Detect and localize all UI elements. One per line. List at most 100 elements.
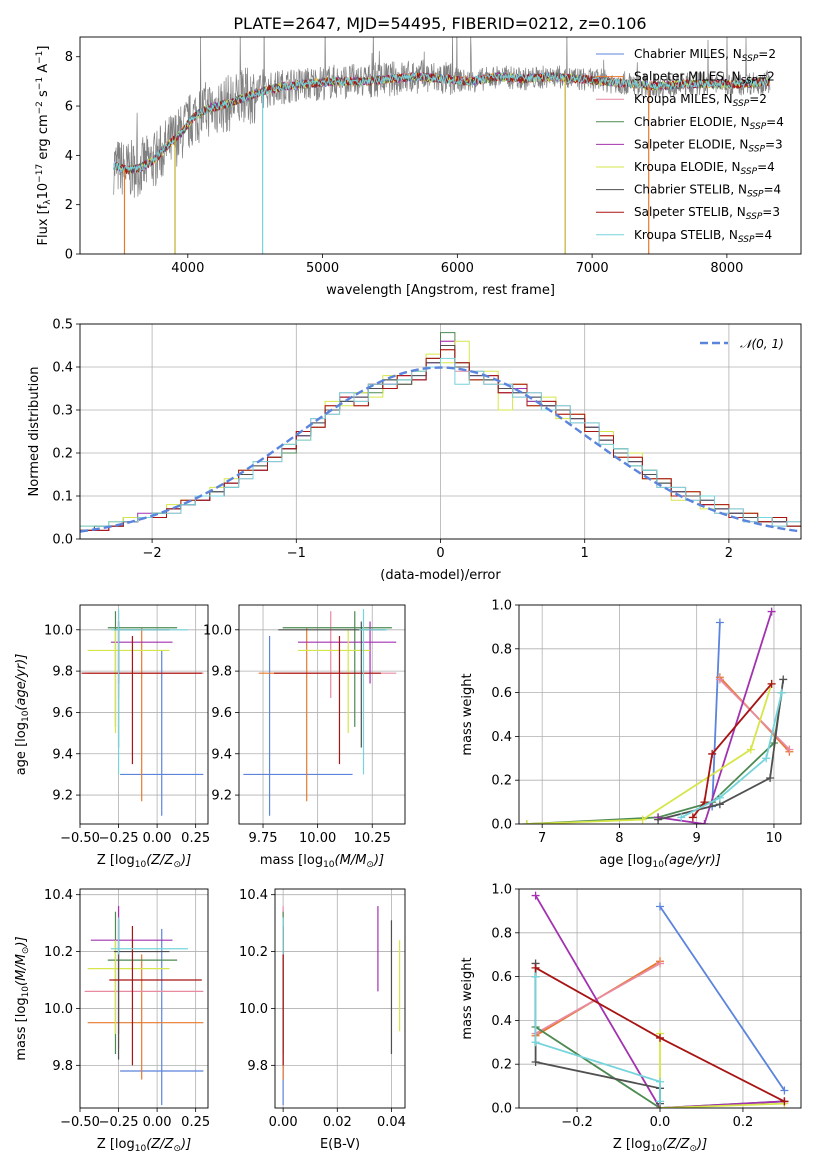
mass-weight-marker (656, 902, 664, 911)
x-axis-label-part: )] (373, 853, 384, 868)
mass-weight-line (680, 692, 783, 819)
legend-entry-tail: =4 (764, 183, 782, 197)
mass-vs-ebv-panel: 0.00 0.02 0.04 9.8 10.0 10.2 10.4 E(B-V) (239, 888, 406, 1152)
x-axis-label-part: 10 (135, 1144, 147, 1154)
y-axis-label: mass weight (460, 957, 475, 1039)
y-axis-label-part: )] (14, 936, 29, 947)
x-axis-label-part: )] (180, 853, 191, 868)
y-axis-label-part: A (36, 64, 51, 77)
x-axis-label-part: Z [log (97, 1137, 135, 1152)
mass-weight-marker (780, 1086, 789, 1095)
x-tick-label: −0.2 (561, 1115, 593, 1130)
x-axis-label-part: 10 (651, 1144, 663, 1154)
x-axis-label-part: age [log (599, 853, 652, 868)
x-tick-label: 7000 (576, 261, 609, 276)
axes-frame (79, 323, 802, 540)
y-tick-label: 9.6 (211, 706, 232, 721)
x-tick-label: −1 (287, 546, 306, 561)
legend-entry: Salpeter STELIB, NSSP=3 (634, 205, 780, 222)
x-tick-label: 10 (766, 831, 783, 846)
y-tick-label: 9.8 (52, 665, 73, 680)
mass-weight-line (535, 962, 661, 1035)
y-axis-label: age [log10(age/yr)] (14, 654, 31, 776)
y-tick-label: 10.0 (44, 1002, 73, 1017)
legend-entry-main: Kroupa MILES, N (634, 92, 733, 106)
x-tick-label: −2 (143, 546, 162, 561)
legend-entry: Salpeter MILES, NSSP=2 (634, 70, 775, 87)
legend-entry-tail: =3 (762, 205, 780, 219)
mass-weight-marker (531, 963, 540, 972)
mass-weight-marker (700, 820, 709, 824)
y-axis-label-part: −17 (35, 164, 45, 183)
mass-weight-line (719, 678, 791, 751)
mass-weight-marker (656, 1077, 664, 1086)
x-tick-label: 0.00 (269, 1115, 298, 1130)
x-tick-label: 0.04 (377, 1115, 406, 1130)
x-axis-label: mass [log10(M/M⊙)] (260, 853, 384, 870)
x-tick-label: 0.02 (323, 1115, 352, 1130)
x-axis-label-part: mass [log (260, 853, 323, 868)
legend-entry: 𝒩(0, 1) (740, 337, 784, 351)
y-tick-label: 0.0 (52, 533, 73, 548)
mass-weight-marker (715, 675, 724, 684)
mass-weight-marker (746, 745, 755, 754)
x-tick-label: −0.25 (99, 1115, 139, 1130)
x-axis-label-part: ⊙ (366, 860, 374, 870)
y-tick-label: 2 (65, 198, 73, 213)
mass-weight-marker (531, 891, 540, 900)
plot-area (282, 906, 401, 1106)
x-axis-label-part: (Z/Z (146, 1137, 174, 1152)
x-tick-label: 0.25 (181, 831, 210, 846)
y-axis-label-part: 10 (21, 986, 31, 998)
mass-weight-marker (785, 745, 794, 754)
mass-weight-line (526, 683, 773, 824)
mass-weight-marker (522, 820, 531, 824)
mass-weight-vs-metallicity-panel: −0.2 0.0 0.2 0.0 0.2 0.4 0.6 0.8 1.0 Z [log10(Z/Z… (460, 883, 802, 1154)
x-axis-label-part: )] (180, 1137, 191, 1152)
axes-frame (79, 888, 209, 1109)
y-tick-label: 10.4 (239, 888, 268, 903)
legend-entry-main: Salpeter ELODIE, N (634, 137, 748, 151)
axes: −0.50−0.25 0.00 0.25 9.2 9.4 9.6 9.8 10.0 Z [log… (14, 604, 210, 870)
mass-weight-line (657, 679, 785, 821)
y-tick-label: 0.2 (491, 1058, 512, 1073)
y-axis-label-part: (age/yr)] (14, 654, 29, 711)
spectrum-panel: 4000 5000 6000 7000 8000 0 2 4 6 8 wavelength [Ang… (35, 36, 802, 298)
mass-weight-line (657, 611, 773, 824)
x-axis-label: age [log10(age/yr)] (599, 853, 721, 870)
mass-weight-marker (708, 749, 717, 758)
y-tick-label: 0.2 (491, 774, 512, 789)
x-tick-label: −0.50 (60, 1115, 100, 1130)
y-tick-label: 9.4 (52, 747, 73, 762)
plot-area (531, 891, 789, 1108)
x-axis-label-part: )] (696, 1137, 707, 1152)
y-tick-label: 1.0 (491, 599, 512, 614)
mass-weight-marker (656, 959, 664, 968)
legend-entry-main: Chabrier MILES, N (634, 47, 742, 61)
y-tick-label: 1.0 (491, 883, 512, 898)
legend-entry: Kroupa ELODIE, NSSP=4 (634, 160, 775, 177)
x-axis-label: Z [log10(Z/Z⊙)] (97, 1137, 191, 1154)
x-tick-label: 6000 (441, 261, 474, 276)
y-tick-label: 9.2 (211, 789, 232, 804)
y-tick-label: 0.8 (491, 642, 512, 657)
x-axis-label: wavelength [Angstrom, rest frame] (326, 283, 555, 298)
x-tick-label: 9 (693, 831, 701, 846)
legend-entry-sub: SSP (750, 122, 767, 132)
axes-frame (79, 604, 209, 825)
x-tick-label: −0.50 (60, 831, 100, 846)
y-tick-label: 0.4 (491, 730, 512, 745)
y-axis-label-part: λ (43, 199, 53, 205)
y-tick-label: 0.2 (52, 447, 73, 462)
y-tick-label: 0.4 (52, 361, 73, 376)
x-axis-label-part: ⊙ (173, 860, 181, 870)
legend-entry-sub: SSP (748, 144, 765, 154)
legend-entry-main: Kroupa ELODIE, N (634, 160, 741, 174)
y-axis-label: Flux [fλ10−17 erg cm−2 s−1 A−1] (35, 46, 53, 246)
y-axis-label-part: −2 (35, 101, 45, 114)
